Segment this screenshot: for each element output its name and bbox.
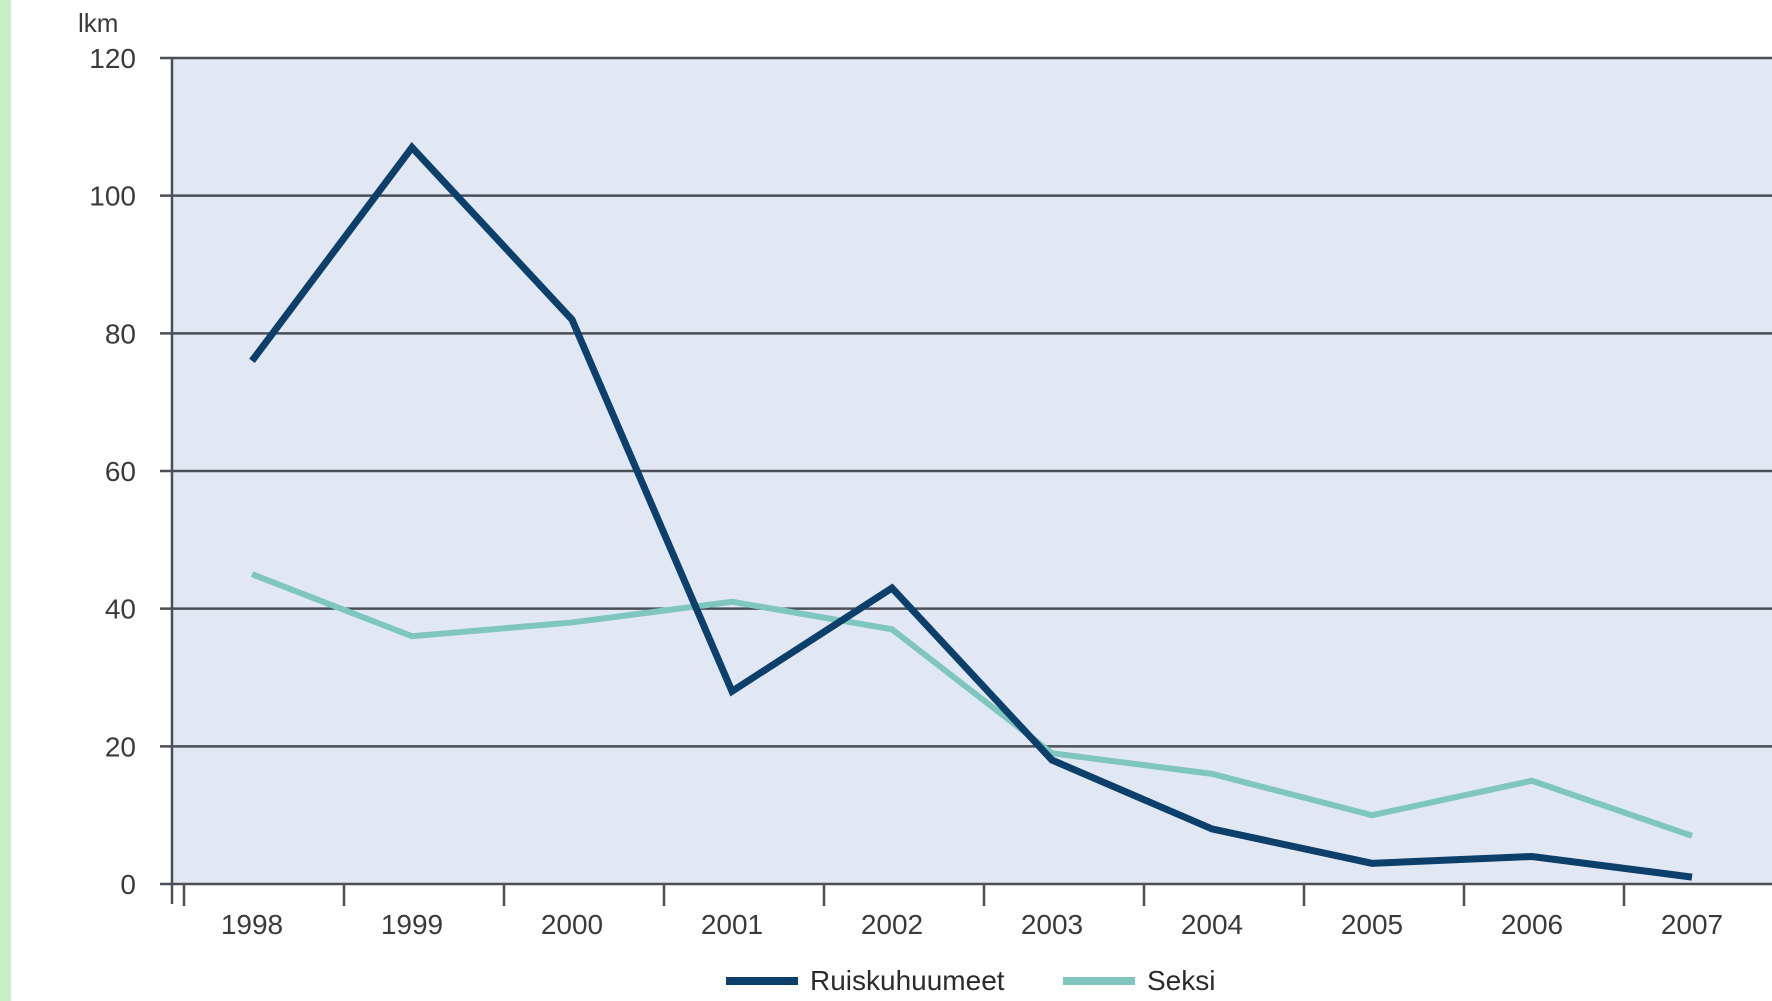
y-tick-label: 60 [105, 456, 136, 487]
legend-label: Ruiskuhuumeet [810, 965, 1005, 996]
y-tick-label: 0 [120, 869, 136, 900]
x-tick-label: 1999 [381, 909, 443, 940]
y-axis-unit-label: lkm [78, 8, 118, 38]
y-tick-label: 40 [105, 594, 136, 625]
series-line-seksi [250, 571, 1693, 839]
y-tick-label: 120 [89, 43, 136, 74]
x-tick-label: 2006 [1501, 909, 1563, 940]
legend: Ruiskuhuumeet Seksi [726, 965, 1215, 996]
y-tick-label: 100 [89, 181, 136, 212]
x-tick-label: 2004 [1181, 909, 1243, 940]
x-tick-label: 2005 [1341, 909, 1403, 940]
series-lines [249, 142, 1693, 881]
legend-label: Seksi [1147, 965, 1215, 996]
grid-lines [160, 56, 1772, 886]
left-edge-strip [0, 0, 11, 1001]
series-line-ruiskuhuumeet [249, 142, 1693, 881]
x-tick-label: 2007 [1661, 909, 1723, 940]
x-tick-label: 1998 [221, 909, 283, 940]
x-tick-labels: 1998 1999 2000 2001 2002 2003 2004 2005 2006 2007 [182, 884, 1723, 940]
y-tick-label: 80 [105, 318, 136, 349]
x-tick-label: 2002 [861, 909, 923, 940]
x-tick-label: 2000 [541, 909, 603, 940]
y-tick-labels: 0 20 40 60 80 100 120 [89, 43, 136, 900]
x-tick-label: 2001 [701, 909, 763, 940]
x-tick-label: 2003 [1021, 909, 1083, 940]
y-tick-label: 20 [105, 731, 136, 762]
